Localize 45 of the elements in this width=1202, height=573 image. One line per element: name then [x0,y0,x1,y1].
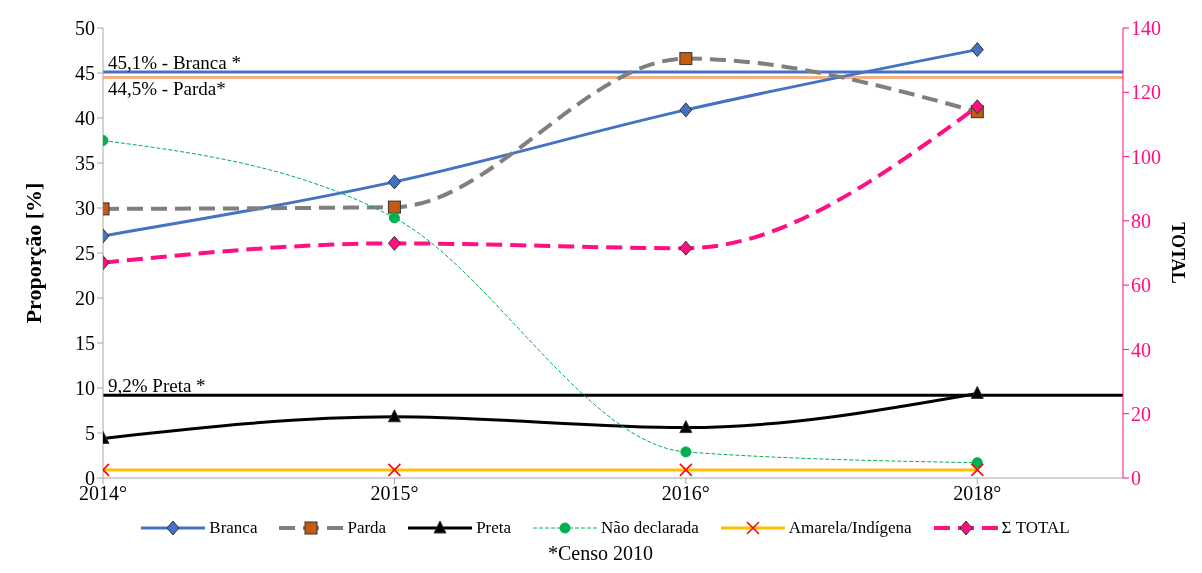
y2-tick-label: 20 [1131,402,1151,425]
point [971,457,983,469]
text: *Censo 2010 [547,542,654,565]
y2-tick-label: 0 [1131,467,1141,490]
y2-tick-label: 60 [1131,274,1151,297]
y2-tick-label: 140 [1131,17,1161,40]
y2-tick-label: 40 [1131,338,1151,361]
y-tick-label: 40 [75,107,95,130]
point [679,240,693,256]
point [970,385,984,399]
y-tick-label: 15 [75,332,95,355]
y-tick-label: 45 [75,62,95,85]
point [387,409,401,423]
y-axis-title: Proporção [%] [20,182,46,324]
y2-axis-title: TOTAL [1167,222,1188,284]
y2-tick-label: 120 [1131,81,1161,104]
legend-label: Preta [475,518,512,538]
y-tick-label: 30 [75,197,95,220]
x-tick-label: 2015° [370,482,419,505]
y-tick-label: 25 [75,242,95,265]
point [970,99,984,115]
point [970,42,984,58]
point [387,174,401,190]
y-tick-label: 20 [75,287,95,310]
y2-tick-label: 100 [1131,145,1161,168]
ref-line-label: 44,5% - Parda* [108,77,226,99]
point [387,235,401,251]
x-tick-label: 2016° [661,482,710,505]
y-tick-label: 10 [75,377,95,400]
ref-line-label: 45,1% - Branca * [108,51,241,73]
ref-line-label: 9,2% Preta * [108,374,206,396]
y-tick-label: 5 [85,422,95,445]
point [679,420,693,434]
y-tick-label: 50 [75,17,95,40]
y2-tick-label: 80 [1131,209,1151,232]
y-tick-label: 35 [75,152,95,175]
legend-label: Amarela/Indígena [787,518,912,538]
point [679,102,693,118]
point [680,446,692,458]
legend-label: Branca [208,518,258,538]
legend-label: Não declarada [600,518,699,538]
legend-label: Parda [346,518,387,538]
point [388,212,400,224]
x-tick-label: 2018° [953,482,1002,505]
legend-label: Σ TOTAL [1000,518,1070,538]
